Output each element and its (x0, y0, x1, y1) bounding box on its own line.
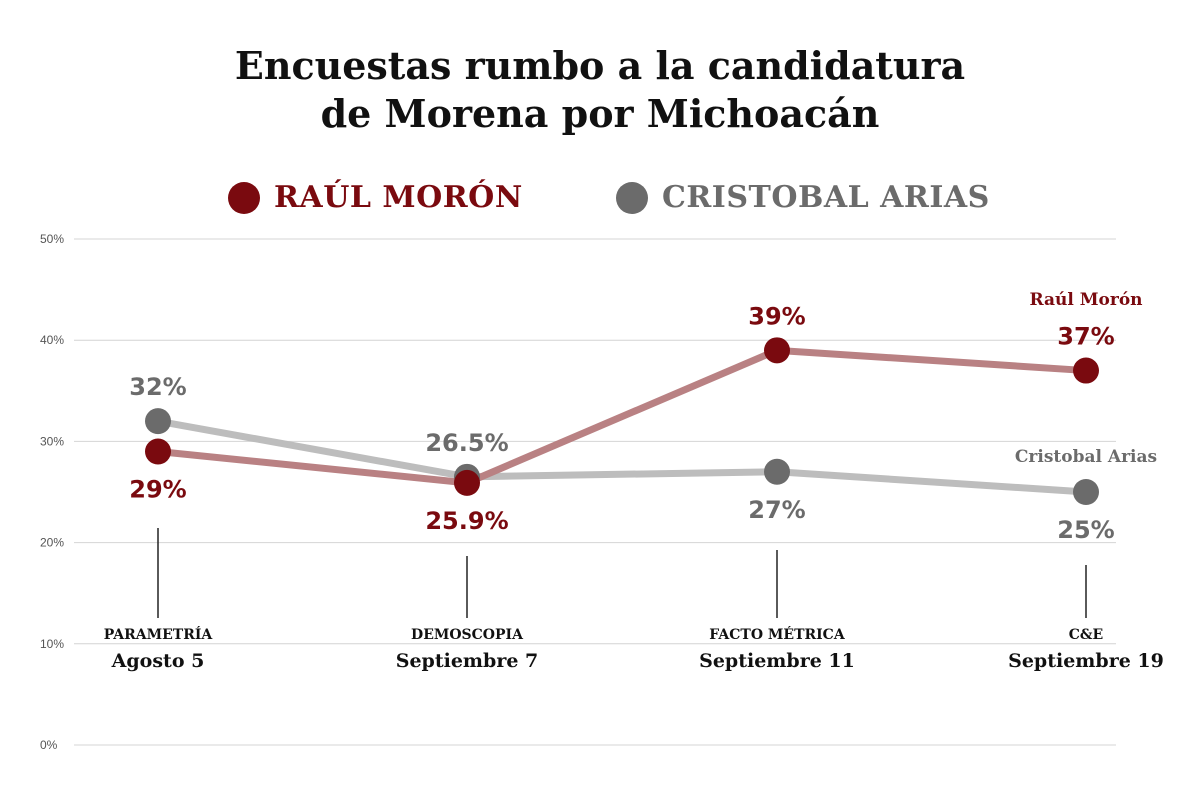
y-tick-label-3: 20% (40, 536, 64, 550)
y-tick-label-4: 10% (40, 637, 64, 651)
series-1-data-label-3: 25% (1057, 516, 1114, 544)
category-date-label-2: Septiembre 11 (699, 650, 855, 672)
y-tick-label-1: 40% (40, 333, 64, 347)
y-tick-label-2: 30% (40, 434, 64, 448)
series-1-point-2 (764, 458, 790, 485)
series-1-data-label-2: 27% (748, 496, 805, 524)
y-tick-label-0: 50% (40, 232, 64, 246)
series-1-end-label: Cristobal Arias (1015, 447, 1157, 467)
series-0-point-1 (454, 469, 480, 496)
chart-title: Encuestas rumbo a la candidatura de More… (0, 42, 1200, 138)
series-0-data-label-3: 37% (1057, 323, 1114, 351)
series-0-point-0 (145, 438, 171, 465)
series-0-data-label-2: 39% (748, 302, 805, 330)
legend-item-raul-moron: RAÚL MORÓN (228, 180, 523, 215)
legend-marker-cristobal-arias (616, 181, 648, 214)
series-0-end-label: Raúl Morón (1029, 290, 1142, 310)
category-source-label-0: PARAMETRÍA (104, 625, 214, 643)
category-source-label-3: C&E (1069, 627, 1103, 643)
series-0-data-label-0: 29% (129, 476, 186, 504)
series-0-data-label-1: 25.9% (425, 507, 508, 535)
series-0-point-2 (764, 337, 790, 364)
chart-title-line-2: de Morena por Michoacán (320, 91, 880, 136)
legend-marker-raul-moron (228, 181, 260, 214)
chart-title-line-1: Encuestas rumbo a la candidatura (234, 43, 966, 88)
legend-label-cristobal-arias: CRISTOBAL ARIAS (662, 180, 990, 215)
series-1-point-3 (1073, 479, 1099, 505)
category-source-label-2: FACTO MÉTRICA (709, 625, 846, 643)
series-1-data-label-0: 32% (129, 373, 186, 401)
series-1-point-0 (145, 408, 171, 435)
category-source-label-1: DEMOSCOPIA (411, 627, 524, 643)
series-1-data-label-1: 26.5% (425, 429, 508, 457)
legend-item-cristobal-arias: CRISTOBAL ARIAS (616, 180, 990, 215)
chart-legend: RAÚL MORÓN CRISTOBAL ARIAS (0, 176, 1200, 222)
category-date-label-1: Septiembre 7 (396, 650, 539, 672)
series-0-point-3 (1073, 357, 1099, 384)
y-tick-label-5: 0% (40, 738, 58, 752)
series-line-0 (154, 346, 1090, 487)
series-line-1 (154, 417, 1090, 496)
category-date-label-3: Septiembre 19 (1008, 650, 1164, 672)
legend-label-raul-moron: RAÚL MORÓN (274, 180, 523, 215)
category-date-label-0: Agosto 5 (111, 650, 205, 672)
